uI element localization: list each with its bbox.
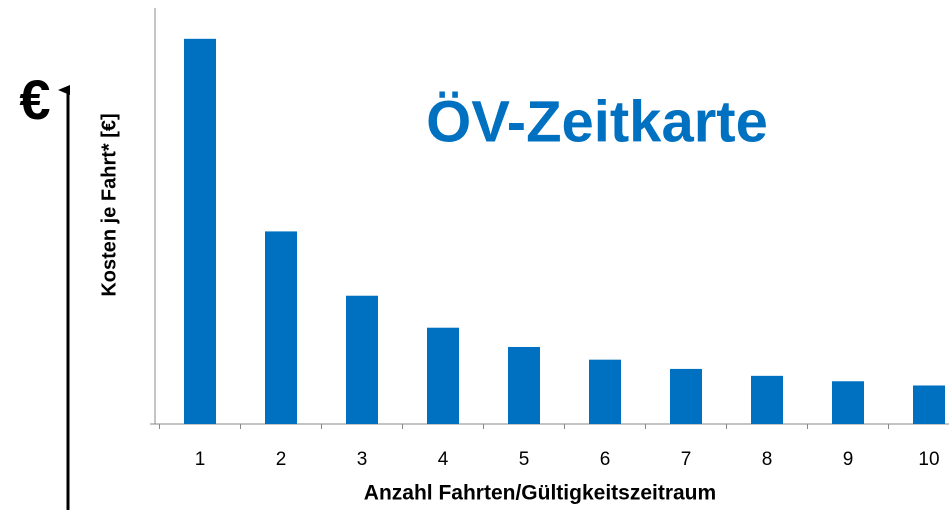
bar — [832, 381, 864, 424]
bar — [265, 231, 297, 424]
bar — [427, 327, 459, 424]
x-tick-label: 6 — [600, 449, 611, 470]
x-tick-label: 3 — [357, 449, 368, 470]
x-tick-label: 7 — [681, 449, 692, 470]
chart-title: ÖV-Zeitkarte — [426, 89, 768, 154]
x-tick-label: 4 — [438, 449, 449, 470]
x-axis-label: Anzahl Fahrten/Gültigkeitszeitraum — [364, 482, 716, 505]
x-tick-label: 9 — [843, 449, 854, 470]
bar — [751, 375, 783, 424]
bar — [670, 368, 702, 424]
x-tick-label: 1 — [195, 449, 206, 470]
x-tick-label: 5 — [519, 449, 530, 470]
x-tick-label: 10 — [918, 449, 939, 470]
bar — [508, 346, 540, 424]
x-tick-label: 2 — [276, 449, 287, 470]
bar — [913, 385, 945, 424]
bar — [589, 359, 621, 424]
x-tick-label: 8 — [762, 449, 773, 470]
euro-symbol: € — [19, 68, 50, 131]
bar — [346, 295, 378, 424]
bar — [184, 38, 216, 424]
y-axis-label: Kosten je Fahrt* [€] — [98, 113, 120, 296]
